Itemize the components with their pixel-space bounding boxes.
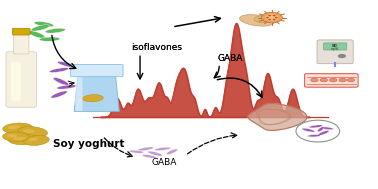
Circle shape bbox=[311, 78, 318, 82]
Ellipse shape bbox=[148, 151, 163, 156]
Ellipse shape bbox=[129, 150, 144, 153]
Ellipse shape bbox=[318, 130, 329, 136]
Text: GABA: GABA bbox=[152, 159, 177, 167]
Ellipse shape bbox=[51, 91, 67, 98]
FancyBboxPatch shape bbox=[324, 43, 347, 50]
Ellipse shape bbox=[307, 135, 321, 137]
Text: GABA: GABA bbox=[217, 54, 243, 63]
Circle shape bbox=[339, 78, 346, 82]
Ellipse shape bbox=[143, 155, 156, 158]
Text: Soy yoghurt: Soy yoghurt bbox=[53, 139, 125, 149]
Ellipse shape bbox=[57, 85, 77, 89]
Ellipse shape bbox=[34, 22, 54, 27]
Ellipse shape bbox=[318, 127, 324, 132]
Circle shape bbox=[268, 19, 271, 20]
Circle shape bbox=[273, 15, 276, 16]
Ellipse shape bbox=[24, 136, 49, 145]
Ellipse shape bbox=[302, 128, 315, 132]
Circle shape bbox=[275, 17, 278, 18]
FancyBboxPatch shape bbox=[6, 52, 36, 107]
Ellipse shape bbox=[166, 149, 178, 155]
Text: isoflavones: isoflavones bbox=[131, 43, 181, 52]
Circle shape bbox=[338, 54, 345, 58]
Ellipse shape bbox=[39, 37, 60, 41]
Polygon shape bbox=[74, 76, 119, 111]
Ellipse shape bbox=[28, 31, 45, 38]
Text: 80: 80 bbox=[332, 44, 338, 48]
Circle shape bbox=[320, 78, 328, 82]
Text: GABA: GABA bbox=[217, 54, 243, 63]
FancyBboxPatch shape bbox=[305, 74, 358, 87]
Ellipse shape bbox=[31, 25, 50, 31]
Circle shape bbox=[265, 14, 279, 21]
Circle shape bbox=[347, 78, 355, 82]
Circle shape bbox=[266, 17, 269, 18]
FancyBboxPatch shape bbox=[70, 64, 123, 77]
FancyBboxPatch shape bbox=[14, 34, 29, 54]
Ellipse shape bbox=[8, 125, 20, 129]
Ellipse shape bbox=[138, 147, 154, 151]
Circle shape bbox=[296, 120, 340, 142]
Ellipse shape bbox=[18, 127, 48, 137]
FancyBboxPatch shape bbox=[12, 28, 30, 35]
Ellipse shape bbox=[53, 77, 69, 85]
Text: mg/dL: mg/dL bbox=[331, 47, 339, 51]
Ellipse shape bbox=[45, 28, 65, 33]
Circle shape bbox=[261, 12, 282, 23]
Ellipse shape bbox=[309, 125, 323, 128]
Circle shape bbox=[273, 19, 276, 20]
Ellipse shape bbox=[321, 127, 334, 130]
Ellipse shape bbox=[57, 61, 76, 67]
Ellipse shape bbox=[240, 15, 274, 26]
Ellipse shape bbox=[254, 15, 274, 22]
Ellipse shape bbox=[3, 132, 29, 141]
FancyBboxPatch shape bbox=[11, 62, 21, 101]
Ellipse shape bbox=[14, 137, 26, 140]
Text: isoflavones: isoflavones bbox=[131, 43, 181, 52]
Circle shape bbox=[330, 78, 337, 82]
Ellipse shape bbox=[28, 138, 38, 141]
Circle shape bbox=[268, 15, 271, 16]
Ellipse shape bbox=[23, 129, 35, 133]
Ellipse shape bbox=[3, 123, 33, 133]
Ellipse shape bbox=[8, 134, 38, 145]
FancyBboxPatch shape bbox=[317, 40, 353, 64]
FancyBboxPatch shape bbox=[75, 77, 82, 111]
Ellipse shape bbox=[7, 134, 17, 137]
Ellipse shape bbox=[49, 68, 69, 73]
Polygon shape bbox=[248, 104, 307, 130]
Ellipse shape bbox=[155, 147, 171, 151]
Ellipse shape bbox=[83, 95, 103, 102]
